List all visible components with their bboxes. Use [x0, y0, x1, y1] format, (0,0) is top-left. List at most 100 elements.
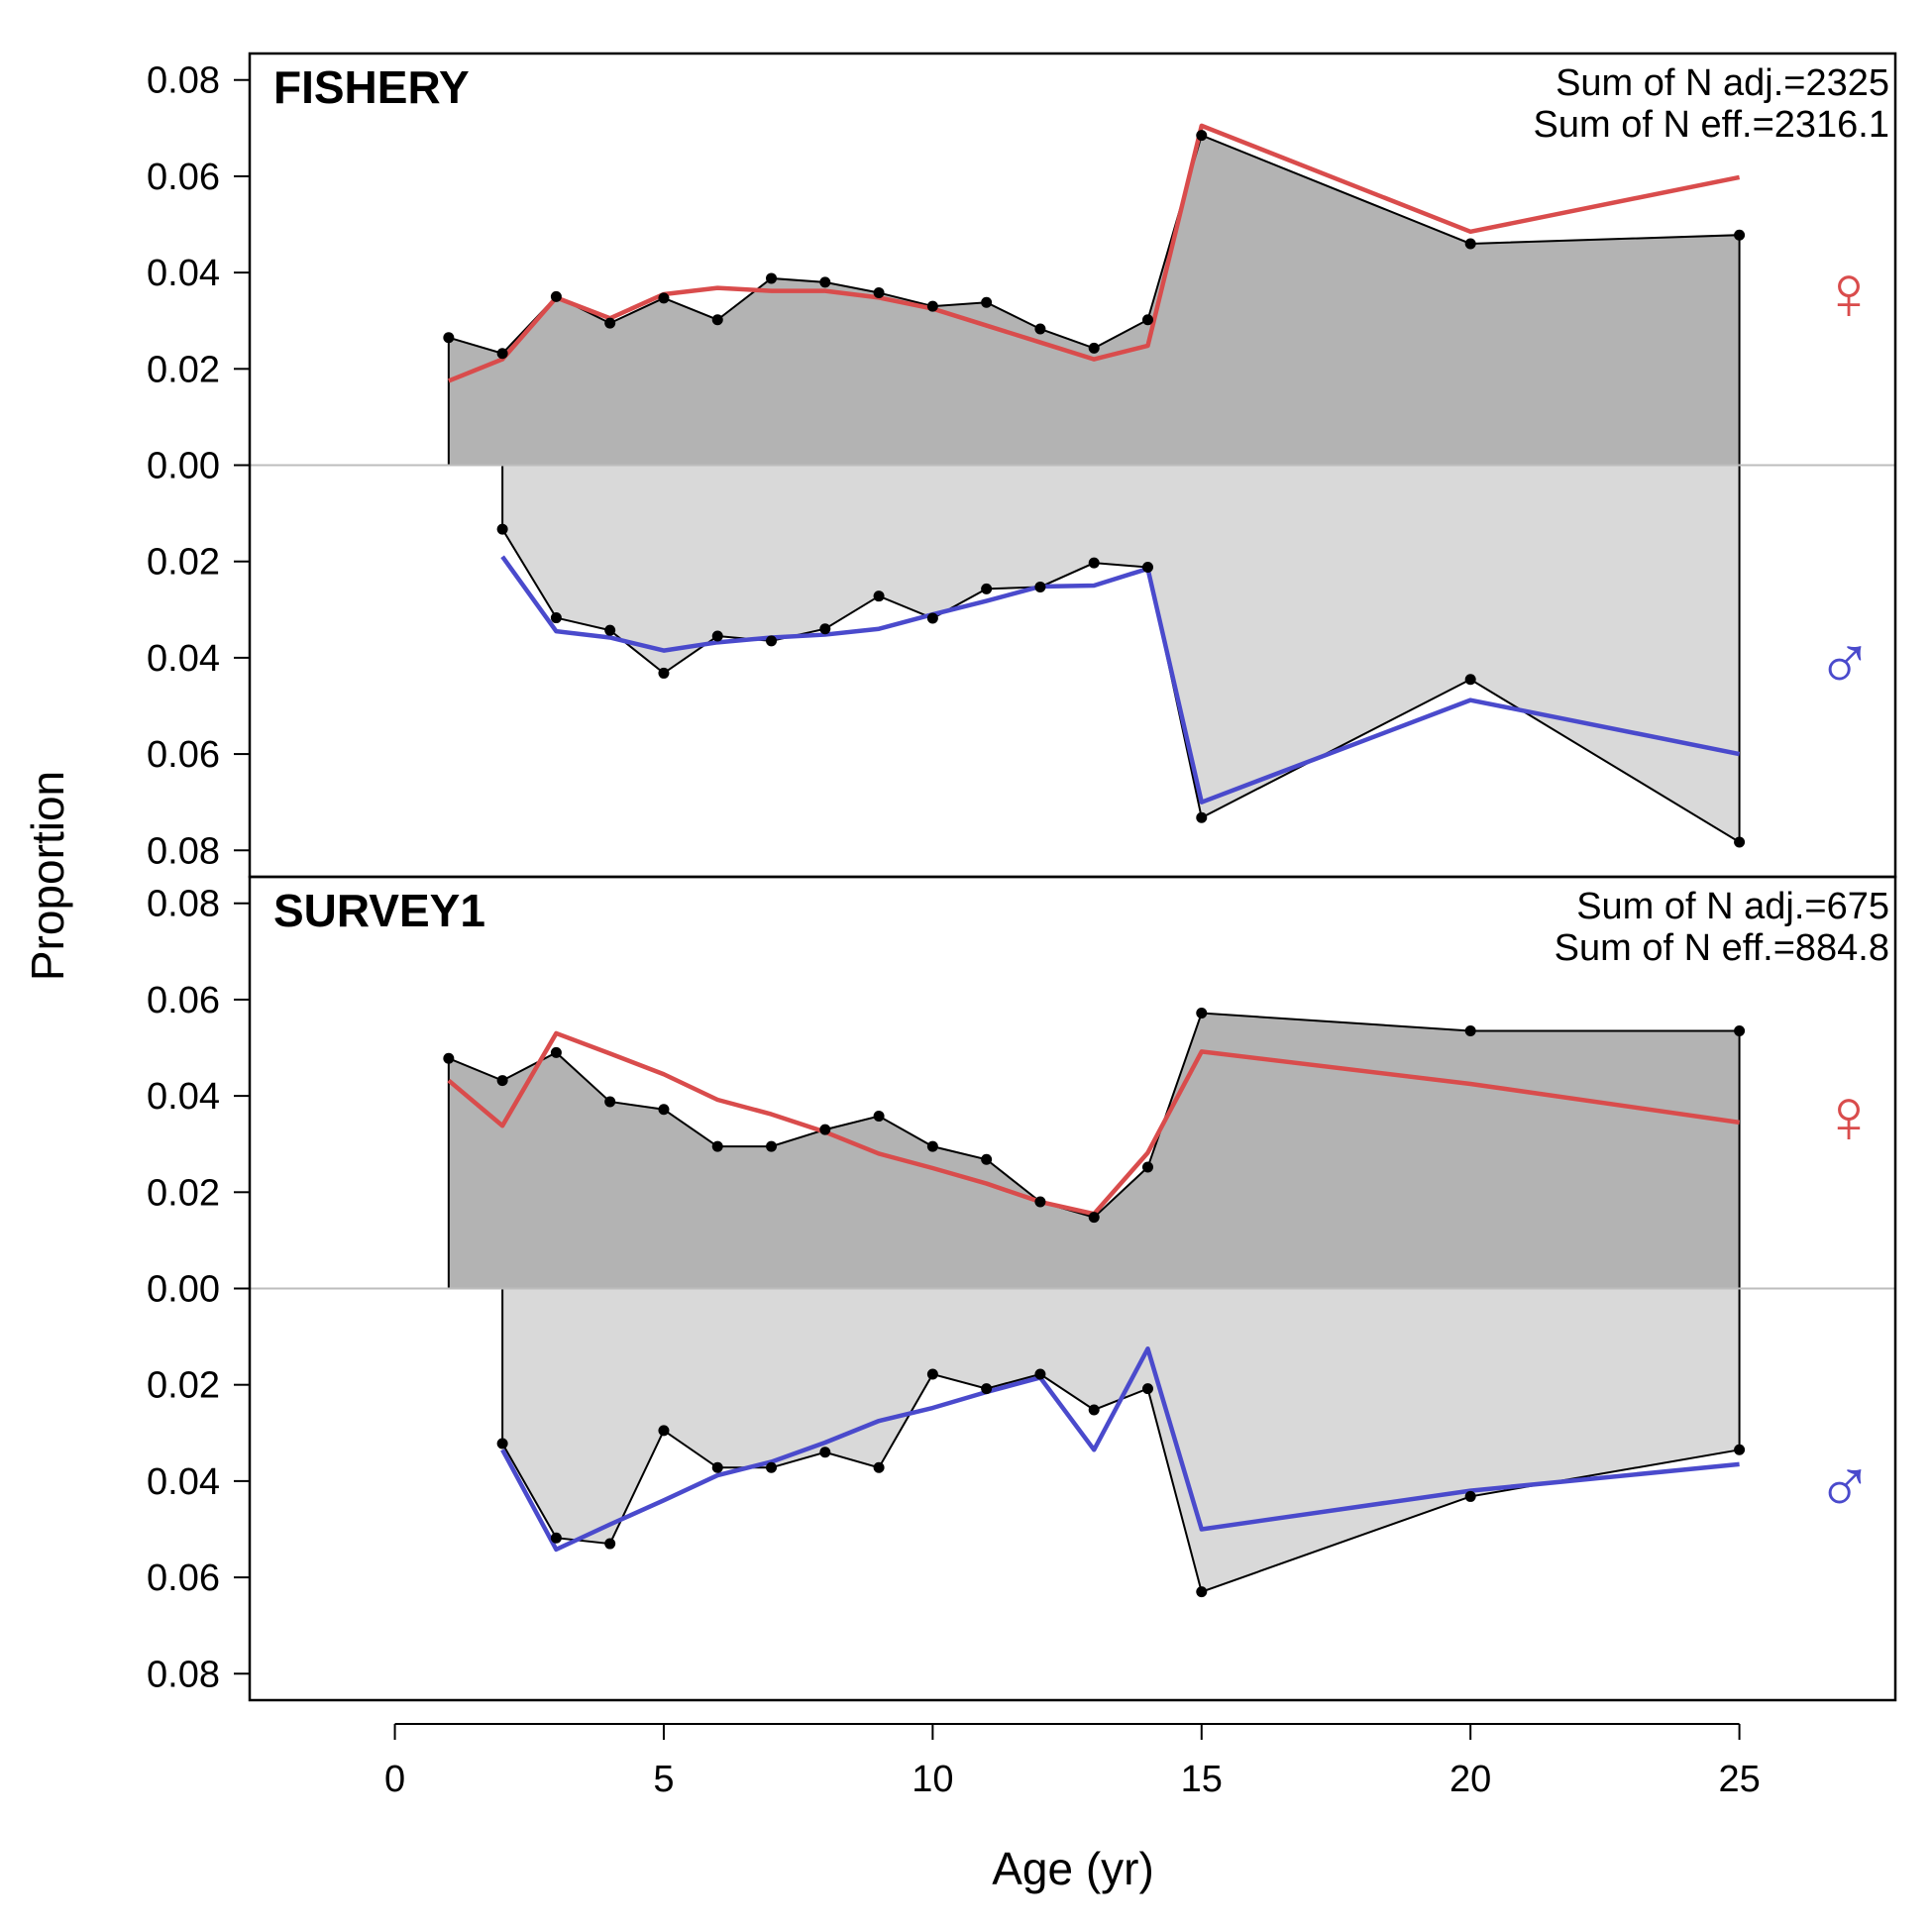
point-observed-female-p1-1	[496, 1075, 508, 1087]
annotation-p1-1: Sum of N eff.=884.8	[1555, 927, 1889, 969]
point-observed-male-p0-4	[711, 630, 723, 642]
y-tick-label-p1-3: 0.02	[147, 1365, 220, 1407]
line-expected-female-p1	[447, 1030, 1740, 1217]
point-observed-female-p1-15	[1464, 1025, 1476, 1037]
point-observed-female-p0-12	[1088, 342, 1100, 354]
y-tick-label-p0-7: 0.06	[147, 157, 220, 198]
point-observed-female-p1-14	[1196, 1008, 1208, 1020]
y-tick-label-p1-1: 0.06	[147, 1557, 220, 1599]
point-observed-female-p0-0	[443, 332, 455, 344]
x-axis-title: Age (yr)	[992, 1843, 1154, 1894]
x-tick-label-4: 20	[1449, 1759, 1491, 1800]
point-observed-female-p0-2	[550, 290, 562, 302]
panel-title-p0: FISHERY	[273, 61, 470, 113]
fill-observed-male-p1	[501, 1287, 1741, 1593]
annotation-p0-1: Sum of N eff.=2316.1	[1534, 104, 1889, 146]
point-observed-male-p0-10	[1034, 581, 1046, 592]
x-tick-label-0: 0	[384, 1759, 405, 1800]
point-observed-male-p0-3	[658, 667, 670, 679]
point-observed-male-p1-4	[711, 1461, 723, 1473]
point-observed-female-p1-10	[981, 1153, 993, 1165]
annotation-p0-0: Sum of N adj.=2325	[1556, 62, 1889, 104]
female-symbol-icon: ♀	[1820, 249, 1878, 336]
point-observed-female-p0-3	[604, 317, 616, 329]
point-observed-male-p1-15	[1734, 1444, 1746, 1455]
point-observed-female-p0-5	[711, 314, 723, 326]
point-observed-female-p0-8	[873, 287, 885, 299]
point-observed-male-p0-5	[766, 635, 778, 647]
point-observed-male-p0-12	[1141, 562, 1153, 574]
point-observed-male-p0-11	[1088, 557, 1100, 569]
point-observed-male-p1-0	[496, 1438, 508, 1449]
point-observed-male-p0-15	[1734, 836, 1746, 848]
observed-fills	[447, 134, 1741, 1593]
point-observed-male-p1-11	[1088, 1404, 1100, 1416]
y-tick-label-p1-4: 0.00	[147, 1269, 220, 1311]
line-expected-male-p1	[500, 1345, 1740, 1553]
point-observed-male-p0-14	[1464, 674, 1476, 686]
point-observed-female-p1-8	[873, 1111, 885, 1123]
annotation-p1-0: Sum of N adj.=675	[1576, 886, 1889, 927]
point-observed-male-p1-8	[926, 1368, 938, 1380]
point-observed-female-p0-7	[819, 276, 831, 288]
point-observed-male-p0-8	[926, 612, 938, 624]
y-tick-label-p1-0: 0.08	[147, 1654, 220, 1695]
point-observed-male-p0-7	[873, 590, 885, 602]
male-symbol-icon: ♂	[1816, 619, 1875, 706]
x-tick-label-3: 15	[1181, 1759, 1223, 1800]
point-observed-male-p1-7	[873, 1461, 885, 1473]
point-observed-male-p1-2	[604, 1538, 616, 1550]
fill-observed-female-p1	[447, 1012, 1741, 1290]
fill-observed-female-p0	[447, 134, 1741, 467]
axes: 0.08 0.06 0.04 0.02 0.00 0.02 0.04 0.06 0.08 0.08…	[147, 60, 1761, 1800]
point-observed-female-p0-9	[926, 300, 938, 312]
panel-title-p1: SURVEY1	[273, 885, 485, 936]
point-observed-male-p1-9	[981, 1383, 993, 1395]
point-observed-female-p0-4	[658, 292, 670, 304]
y-axis-title: Proportion	[22, 771, 73, 981]
y-tick-label-p1-2: 0.04	[147, 1461, 220, 1503]
line-expected-male-p0	[500, 555, 1741, 805]
male-symbol-icon: ♂	[1816, 1443, 1875, 1530]
point-observed-male-p0-2	[604, 624, 616, 636]
point-observed-female-p1-9	[926, 1140, 938, 1152]
point-observed-female-p0-10	[981, 296, 993, 308]
point-observed-male-p0-9	[981, 583, 993, 594]
point-observed-female-p1-2	[550, 1046, 562, 1058]
point-observed-female-p1-11	[1034, 1196, 1046, 1208]
point-observed-female-p1-13	[1141, 1161, 1153, 1173]
point-observed-male-p1-12	[1141, 1383, 1153, 1395]
y-tick-label-p0-6: 0.04	[147, 253, 220, 294]
point-observed-female-p0-16	[1734, 229, 1746, 241]
point-observed-male-p0-1	[550, 612, 562, 624]
point-observed-female-p1-4	[658, 1104, 670, 1116]
y-tick-label-p0-1: 0.06	[147, 734, 220, 776]
y-tick-label-p1-6: 0.04	[147, 1076, 220, 1118]
point-observed-female-p0-1	[496, 348, 508, 360]
point-observed-male-p1-13	[1196, 1586, 1208, 1598]
y-tick-label-p0-5: 0.02	[147, 349, 220, 390]
observed-points	[443, 130, 1746, 1598]
y-tick-label-p0-4: 0.00	[147, 446, 220, 487]
point-observed-male-p1-14	[1464, 1490, 1476, 1502]
point-observed-female-p1-16	[1734, 1025, 1746, 1037]
point-observed-male-p1-1	[550, 1532, 562, 1544]
point-observed-female-p0-11	[1034, 323, 1046, 335]
fill-observed-male-p0	[501, 464, 1741, 844]
point-observed-male-p1-5	[766, 1461, 778, 1473]
point-observed-male-p0-0	[496, 523, 508, 535]
x-tick-label-5: 25	[1718, 1759, 1760, 1800]
point-observed-female-p1-5	[711, 1140, 723, 1152]
point-observed-female-p1-3	[604, 1096, 616, 1108]
y-tick-label-p1-8: 0.08	[147, 884, 220, 925]
point-observed-female-p1-12	[1088, 1212, 1100, 1224]
x-tick-label-2: 10	[912, 1759, 953, 1800]
point-observed-male-p0-6	[819, 623, 831, 635]
point-observed-female-p1-6	[766, 1140, 778, 1152]
point-observed-male-p1-3	[658, 1425, 670, 1437]
y-tick-label-p0-2: 0.04	[147, 638, 220, 680]
x-tick-label-1: 5	[653, 1759, 674, 1800]
point-observed-female-p0-13	[1141, 314, 1153, 326]
y-tick-label-p0-8: 0.08	[147, 60, 220, 102]
